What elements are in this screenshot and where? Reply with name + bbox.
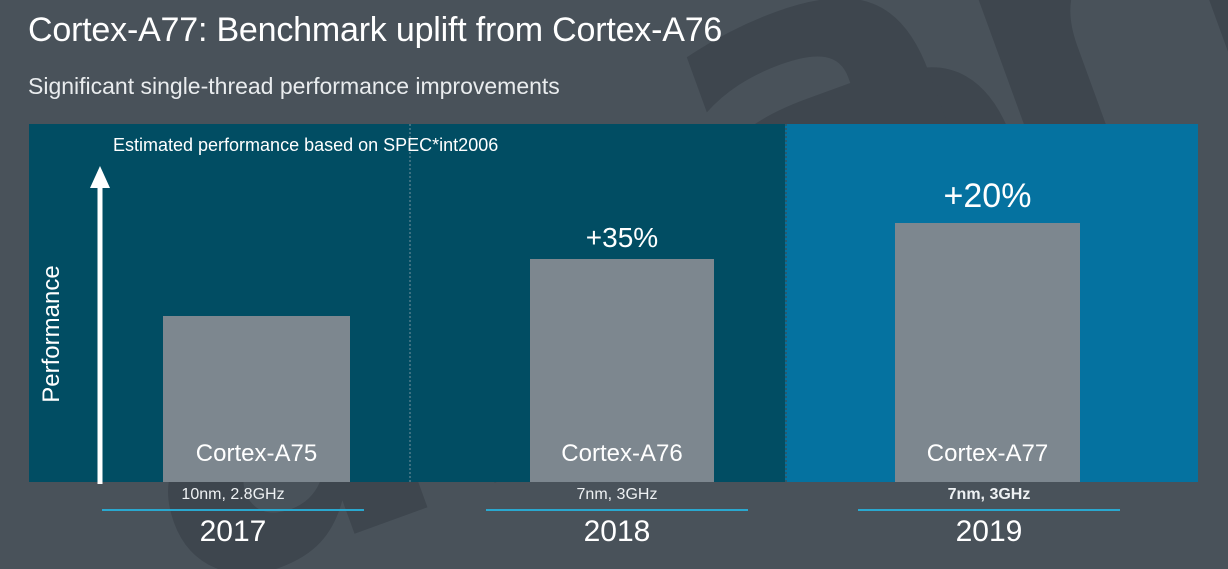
footer-rule-2018 [486, 509, 748, 511]
bar-label-cortex-a75: Cortex-A75 [195, 440, 318, 467]
process-node-2019: 7nm, 3GHz [947, 486, 1031, 503]
year-label-2017: 2017 [199, 515, 267, 548]
chart-area: Estimated performance based on SPEC*int2… [29, 124, 1198, 484]
footer-column-2019: 7nm, 3GHz 2019 [858, 486, 1120, 549]
year-label-2018: 2018 [583, 515, 651, 548]
bar-cortex-a77: Cortex-A77 [895, 223, 1080, 482]
footer-rule-2019 [858, 509, 1120, 511]
year-label-2019: 2019 [955, 515, 1023, 548]
footer-column-2017: 10nm, 2.8GHz 2017 [102, 486, 364, 549]
process-node-2017: 10nm, 2.8GHz [181, 486, 285, 503]
footer-rule-2017 [102, 509, 364, 511]
page-title: Cortex-A77: Benchmark uplift from Cortex… [28, 11, 723, 49]
page-subtitle: Significant single-thread performance im… [28, 73, 560, 99]
bar-label-cortex-a76: Cortex-A76 [561, 440, 683, 467]
panel-divider-2 [785, 124, 787, 482]
y-axis-label: Performance [38, 265, 65, 403]
process-node-2018: 7nm, 3GHz [576, 486, 658, 503]
bar-cortex-a75: Cortex-A75 [163, 316, 350, 482]
uplift-label-cortex-a76: +35% [585, 222, 659, 253]
performance-axis-arrow [90, 166, 110, 484]
panel-divider-1 [409, 124, 411, 482]
uplift-label-cortex-a77: +20% [943, 177, 1032, 215]
chart-annotation: Estimated performance based on SPEC*int2… [113, 135, 499, 155]
footer-column-2018: 7nm, 3GHz 2018 [486, 486, 748, 549]
bar-cortex-a76: Cortex-A76 [530, 259, 714, 482]
bar-label-cortex-a77: Cortex-A77 [926, 440, 1049, 467]
